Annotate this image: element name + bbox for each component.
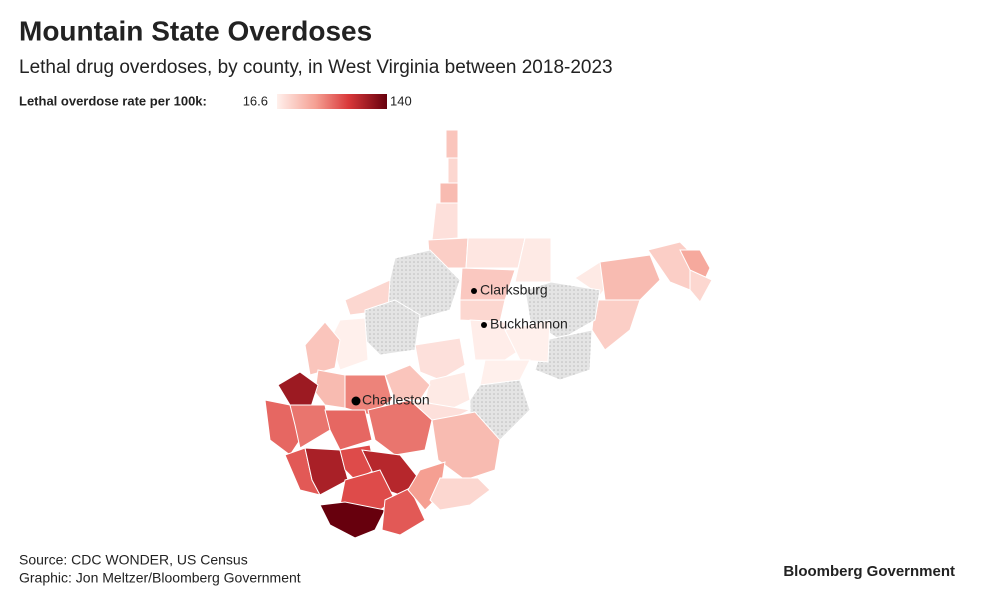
logo: Bloomberg Government [783,563,955,580]
county [431,411,501,481]
county [381,487,426,536]
county [599,254,661,301]
county [324,409,373,451]
county [314,369,346,409]
county [447,157,459,184]
county [591,299,641,351]
city-label: Clarksburg [480,282,548,298]
county [424,371,471,413]
county [465,237,526,269]
city-dot [471,288,477,294]
credit: Graphic: Jon Meltzer/Bloomberg Governmen… [19,570,301,586]
county [264,399,301,456]
county [319,501,386,539]
city-dot [351,396,361,406]
county [504,319,551,363]
legend-max: 140 [390,93,412,108]
title: Mountain State Overdoses [19,15,372,46]
county [384,364,431,401]
county [277,371,319,411]
county [289,404,331,449]
county [304,447,349,496]
county [689,269,713,303]
counties [264,129,713,539]
county [445,129,459,159]
county [414,337,466,381]
cities: Clarksburg Buckhannon Charleston [351,282,568,408]
source: Source: CDC WONDER, US Census [19,552,248,568]
county [429,477,491,511]
legend-label: Lethal overdose rate per 100k: [19,93,207,108]
legend-min: 16.6 [243,93,268,108]
county [439,182,459,204]
legend-scale [277,94,387,109]
city-label: Buckhannon [490,316,568,332]
subtitle: Lethal drug overdoses, by county, in Wes… [19,57,613,78]
county [431,202,459,241]
city-dot [481,322,487,328]
city-label: Charleston [362,392,430,408]
county [304,321,341,376]
